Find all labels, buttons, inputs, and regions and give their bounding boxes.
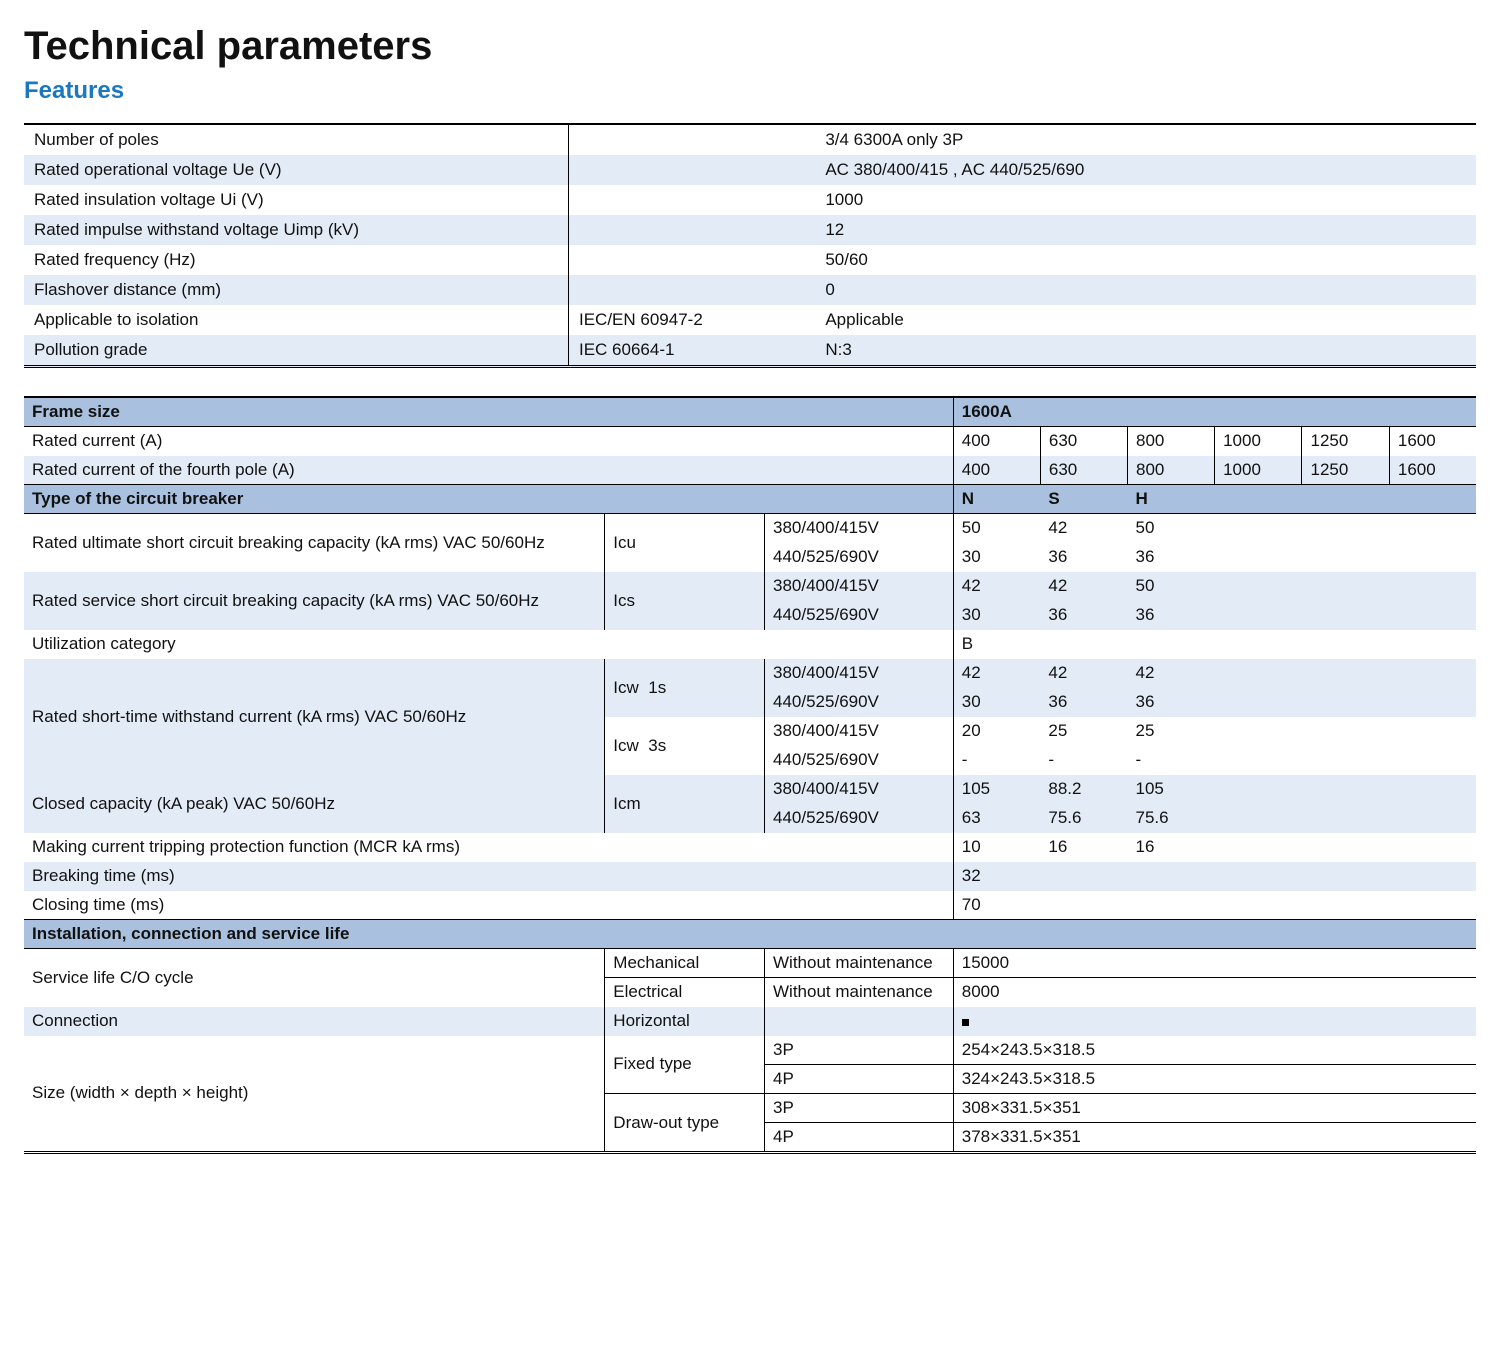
features-value: 3/4 6300A only 3P xyxy=(815,124,1476,155)
features-value: N:3 xyxy=(815,335,1476,367)
mcr-row: Making current tripping protection funct… xyxy=(24,833,1476,862)
features-heading: Features xyxy=(24,77,1476,105)
features-label: Number of poles xyxy=(24,124,569,155)
features-standard xyxy=(569,215,816,245)
rated-current-4p-row: Rated current of the fourth pole (A) 400… xyxy=(24,456,1476,485)
spec-table: Frame size 1600A Rated current (A) 400 6… xyxy=(24,396,1476,1154)
features-value: 0 xyxy=(815,275,1476,305)
util-row: Utilization category B xyxy=(24,630,1476,659)
features-standard xyxy=(569,124,816,155)
features-standard: IEC 60664-1 xyxy=(569,335,816,367)
features-standard xyxy=(569,275,816,305)
features-standard: IEC/EN 60947-2 xyxy=(569,305,816,335)
features-value: Applicable xyxy=(815,305,1476,335)
features-label: Applicable to isolation xyxy=(24,305,569,335)
features-label: Rated impulse withstand voltage Uimp (kV… xyxy=(24,215,569,245)
features-standard xyxy=(569,185,816,215)
features-label: Rated frequency (Hz) xyxy=(24,245,569,275)
features-value: AC 380/400/415 , AC 440/525/690 xyxy=(815,155,1476,185)
install-header: Installation, connection and service lif… xyxy=(24,920,1476,949)
features-row: Rated impulse withstand voltage Uimp (kV… xyxy=(24,215,1476,245)
service-life-mech: Service life C/O cycle Mechanical Withou… xyxy=(24,949,1476,978)
features-standard xyxy=(569,155,816,185)
breaking-row: Breaking time (ms) 32 xyxy=(24,862,1476,891)
features-row: Rated operational voltage Ue (V) AC 380/4… xyxy=(24,155,1476,185)
features-standard xyxy=(569,245,816,275)
features-row: Applicable to isolationIEC/EN 60947-2App… xyxy=(24,305,1476,335)
icw1-row-a: Rated short-time withstand current (kA r… xyxy=(24,659,1476,688)
size-fixed-3p: Size (width × depth × height) Fixed type… xyxy=(24,1036,1476,1065)
closing-row: Closing time (ms) 70 xyxy=(24,891,1476,920)
features-table: Number of poles3/4 6300A only 3PRated op… xyxy=(24,123,1476,368)
features-value: 12 xyxy=(815,215,1476,245)
features-value: 1000 xyxy=(815,185,1476,215)
features-label: Pollution grade xyxy=(24,335,569,367)
icu-row-a: Rated ultimate short circuit breaking ca… xyxy=(24,514,1476,543)
features-label: Rated operational voltage Ue (V) xyxy=(24,155,569,185)
frame-size-header: Frame size 1600A xyxy=(24,397,1476,427)
page-title: Technical parameters xyxy=(24,24,1476,69)
features-row: Pollution gradeIEC 60664-1N:3 xyxy=(24,335,1476,367)
rated-current-row: Rated current (A) 400 630 800 1000 1250 … xyxy=(24,427,1476,456)
type-cb-header: Type of the circuit breaker N S H xyxy=(24,485,1476,514)
ics-row-a: Rated service short circuit breaking cap… xyxy=(24,572,1476,601)
icm-row-a: Closed capacity (kA peak) VAC 50/60Hz Ic… xyxy=(24,775,1476,804)
connection-row: Connection Horizontal xyxy=(24,1007,1476,1036)
features-row: Number of poles 3/4 6300A only 3P xyxy=(24,124,1476,155)
bullet-icon xyxy=(962,1019,969,1026)
features-label: Flashover distance (mm) xyxy=(24,275,569,305)
features-row: Flashover distance (mm) 0 xyxy=(24,275,1476,305)
features-label: Rated insulation voltage Ui (V) xyxy=(24,185,569,215)
features-row: Rated insulation voltage Ui (V) 1000 xyxy=(24,185,1476,215)
features-value: 50/60 xyxy=(815,245,1476,275)
features-row: Rated frequency (Hz) 50/60 xyxy=(24,245,1476,275)
